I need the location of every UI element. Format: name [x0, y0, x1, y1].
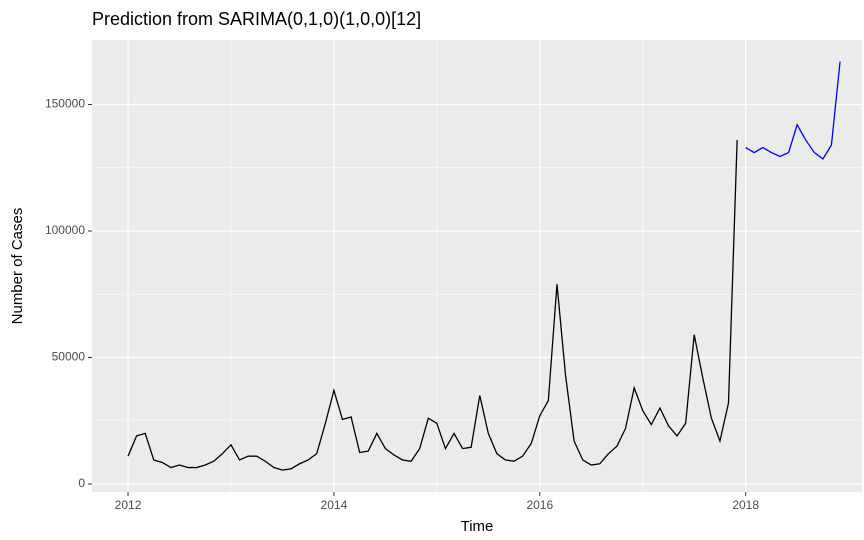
y-axis-label: Number of Cases — [9, 208, 26, 325]
y-tick-label: 50000 — [52, 350, 86, 364]
y-tick-label: 100000 — [45, 223, 85, 237]
series-line — [127, 139, 738, 471]
plot-panel — [92, 40, 862, 492]
x-tick-label: 2016 — [526, 498, 553, 512]
y-tick-label: 150000 — [45, 97, 85, 111]
chart-title: Prediction from SARIMA(0,1,0)(1,0,0)[12] — [92, 9, 421, 29]
series-line — [745, 61, 841, 160]
x-tick-label: 2018 — [732, 498, 759, 512]
y-tick-label: 0 — [78, 476, 85, 490]
x-tick-label: 2014 — [321, 498, 348, 512]
x-tick-label: 2012 — [115, 498, 142, 512]
x-axis-label: Time — [461, 518, 494, 535]
